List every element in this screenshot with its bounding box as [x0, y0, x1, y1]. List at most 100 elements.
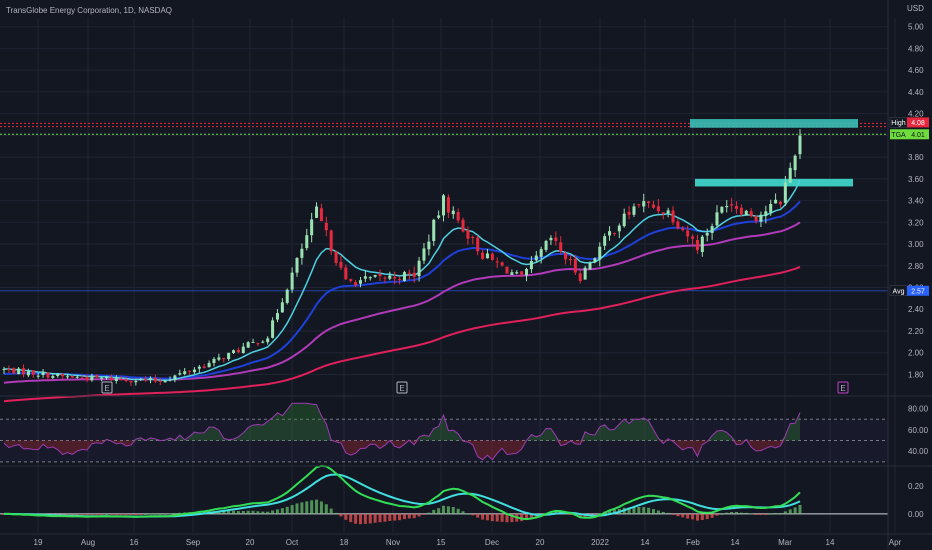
price-tag-label-bg — [890, 129, 907, 140]
macd-histogram-bar — [764, 513, 768, 515]
macd-histogram-bar — [134, 513, 138, 515]
macd-histogram-bar — [612, 509, 616, 514]
macd-histogram-bar — [695, 513, 699, 521]
candle-body — [236, 350, 240, 353]
macd-histogram-bar — [153, 513, 157, 515]
macd-histogram-bar — [339, 513, 343, 517]
macd-histogram-bar — [666, 512, 670, 514]
macd-histogram-bar — [700, 513, 704, 521]
macd-histogram-bar — [305, 501, 309, 514]
chart-title: TransGlobe Energy Corporation, 1D, NASDA… — [6, 6, 172, 15]
candle-body — [656, 206, 660, 212]
price-tick-label: 4.80 — [908, 44, 924, 53]
candle-body — [119, 379, 123, 381]
macd-pane[interactable] — [0, 464, 888, 525]
candle-body — [559, 242, 563, 252]
candle-body — [148, 378, 153, 380]
candle-body — [661, 212, 665, 214]
candle-body — [344, 267, 348, 280]
candle-body — [251, 341, 255, 343]
macd-histogram-bar — [388, 513, 392, 522]
candle-body — [769, 203, 773, 213]
candle-body — [178, 373, 182, 375]
price-tick-label: 3.40 — [908, 197, 924, 206]
time-tick-label: 14 — [641, 538, 650, 547]
candle-body — [471, 236, 475, 238]
candle-body — [700, 236, 704, 252]
macd-histogram-bar — [393, 513, 397, 521]
macd-histogram-bar — [578, 513, 582, 518]
price-tick-label: 1.80 — [908, 370, 924, 379]
macd-histogram-bar — [129, 513, 133, 515]
candle-body — [261, 341, 265, 343]
candle-body — [246, 342, 250, 348]
time-tick-label: Feb — [686, 538, 700, 547]
macd-histogram-bar — [378, 513, 382, 523]
candle-body — [354, 281, 358, 286]
candle-body — [437, 215, 441, 218]
candle-body — [456, 212, 460, 221]
price-tick-label: 2.80 — [908, 262, 924, 271]
candle-body — [608, 231, 612, 236]
price-tick-label: 4.40 — [908, 88, 924, 97]
macd-histogram-bar — [554, 511, 558, 514]
macd-histogram-bar — [427, 512, 431, 514]
candle-body — [173, 375, 177, 380]
candle-body — [534, 255, 538, 261]
candle-body — [290, 272, 294, 290]
macd-histogram-bar — [495, 513, 499, 522]
candle-body — [627, 211, 631, 215]
candle-body — [46, 372, 50, 378]
candle-body — [334, 251, 338, 263]
candle-body — [358, 280, 363, 284]
price-tick-label: 5.00 — [908, 23, 924, 32]
macd-histogram-bar — [632, 506, 636, 514]
candle-body — [61, 374, 65, 377]
rsi-pane[interactable] — [0, 402, 888, 463]
candle-body — [759, 214, 763, 222]
rsi-down-fill — [4, 440, 800, 460]
macd-histogram-bar — [744, 512, 748, 514]
candle-body — [26, 371, 30, 376]
candle-body — [36, 375, 40, 377]
candle-body — [520, 271, 524, 275]
macd-tick-label: 0.20 — [908, 482, 924, 491]
candle-body — [324, 222, 328, 231]
macd-histogram-bar — [271, 510, 275, 514]
macd-histogram-bar — [642, 507, 646, 514]
macd-histogram-bar — [656, 510, 660, 514]
macd-histogram-bar — [334, 512, 338, 514]
macd-histogram-bar — [158, 513, 162, 515]
macd-histogram-bar — [710, 513, 714, 518]
candle-body — [295, 257, 299, 273]
candle-body — [539, 249, 543, 257]
price-tag-value: 4.08 — [911, 120, 925, 127]
macd-histogram-bar — [608, 510, 612, 514]
currency-label: USD — [907, 4, 924, 13]
macd-histogram-bar — [715, 513, 719, 516]
candle-body — [588, 263, 592, 270]
candle-body — [315, 206, 319, 218]
macd-histogram-bar — [246, 510, 250, 514]
candle-body — [710, 226, 714, 233]
candle-body — [241, 346, 245, 354]
candle-body — [266, 338, 270, 343]
candle-body — [466, 230, 470, 239]
rsi-up-fill — [4, 403, 800, 441]
candle-body — [188, 370, 192, 372]
time-tick-label: 16 — [130, 538, 139, 547]
earnings-marker — [837, 381, 849, 394]
macd-histogram-bar — [788, 509, 792, 514]
price-tag-label: TGA — [891, 132, 906, 139]
candle-body — [554, 237, 558, 241]
macd-histogram-bar — [358, 513, 363, 525]
time-tick-label: Nov — [386, 538, 400, 547]
candle-body — [105, 377, 109, 379]
candle-body — [319, 208, 323, 221]
candle-body — [388, 275, 392, 279]
price-tick-label: 3.20 — [908, 218, 924, 227]
price-tag-value: 4.01 — [911, 132, 925, 139]
candle-body — [422, 248, 426, 261]
